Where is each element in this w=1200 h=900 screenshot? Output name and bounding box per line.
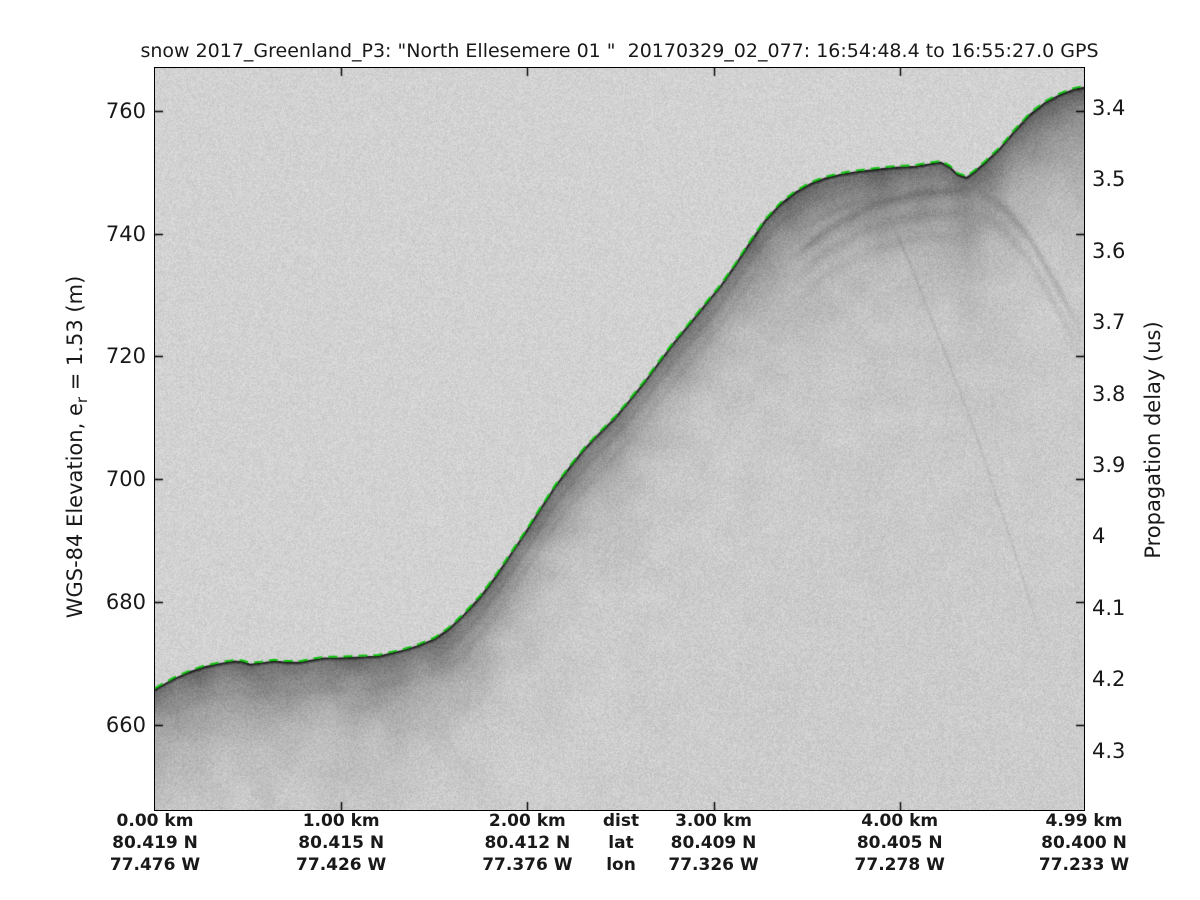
x-tick-distance-label: 1.00 km — [302, 811, 380, 831]
y-right-tick-label: 3.5 — [1092, 167, 1126, 192]
y-right-tick-label: 3.8 — [1092, 381, 1126, 406]
y-axis-right-label: Propagation delay (us) — [1141, 321, 1165, 559]
x-tick-column: 3.00 km 80.409 N 77.326 W — [668, 810, 758, 876]
x-tick-column: 4.00 km 80.405 N 77.278 W — [855, 810, 945, 876]
x-tick-lat-label: 80.419 N — [112, 833, 198, 853]
x-axis-header-lat: lat — [608, 833, 634, 853]
x-tick-lat-label: 80.415 N — [298, 833, 385, 853]
y-right-tick-label: 3.7 — [1092, 310, 1126, 335]
plot-title: snow 2017_Greenland_P3: "North Ellesemer… — [140, 40, 1099, 62]
x-tick-lon-label: 77.426 W — [296, 855, 387, 875]
y-right-tick-label: 3.4 — [1092, 95, 1126, 120]
x-tick-column: 4.99 km 80.400 N 77.233 W — [1039, 810, 1129, 876]
x-tick-lat-label: 80.412 N — [484, 833, 571, 853]
x-tick-lon-label: 77.278 W — [854, 855, 945, 875]
x-tick-lat-label: 80.405 N — [856, 833, 943, 853]
x-tick-lon-label: 77.326 W — [668, 855, 759, 875]
x-tick-lon-label: 77.376 W — [482, 855, 573, 875]
y-right-tick-label: 4.1 — [1092, 595, 1126, 620]
x-axis-header-lon: lon — [606, 855, 636, 875]
y-left-tick-label: 760 — [105, 98, 146, 123]
plot-area — [154, 67, 1085, 811]
x-tick-lat-label: 80.409 N — [670, 833, 757, 853]
y-right-tick-label: 4.2 — [1092, 667, 1126, 692]
x-tick-distance-label: 0.00 km — [116, 811, 194, 831]
x-tick-column: 1.00 km 80.415 N 77.426 W — [296, 810, 386, 876]
y-right-tick-label: 3.9 — [1092, 453, 1126, 478]
x-tick-lon-label: 77.476 W — [109, 855, 201, 875]
y-axis-left-label-subscript: r — [73, 396, 91, 404]
y-left-tick-label: 720 — [105, 344, 146, 369]
y-right-tick-label: 4 — [1092, 524, 1106, 549]
x-tick-lat-label: 80.400 N — [1041, 833, 1127, 853]
x-tick-distance-label: 4.99 km — [1045, 811, 1123, 831]
x-tick-distance-label: 3.00 km — [675, 811, 752, 831]
echogram-image — [155, 68, 1084, 810]
y-left-tick-label: 700 — [105, 467, 146, 492]
y-axis-left-label-pre: WGS-84 Elevation, e — [63, 403, 87, 619]
y-left-tick-label: 740 — [105, 221, 146, 246]
y-right-tick-label: 4.3 — [1092, 738, 1126, 763]
x-tick-distance-label: 2.00 km — [488, 811, 566, 831]
x-tick-column: 2.00 km 80.412 N 77.376 W — [482, 810, 572, 876]
y-left-tick-label: 660 — [105, 712, 146, 737]
y-axis-left-label-post: = 1.53 (m) — [63, 275, 87, 397]
x-tick-lon-label: 77.233 W — [1038, 855, 1130, 875]
x-axis-header-column: dist lat lon — [603, 810, 639, 876]
x-axis-header-dist: dist — [602, 811, 640, 831]
x-tick-column: 0.00 km 80.419 N 77.476 W — [110, 810, 200, 876]
y-left-tick-label: 680 — [105, 589, 146, 614]
x-tick-distance-label: 4.00 km — [861, 811, 939, 831]
y-right-tick-label: 3.6 — [1092, 238, 1126, 263]
